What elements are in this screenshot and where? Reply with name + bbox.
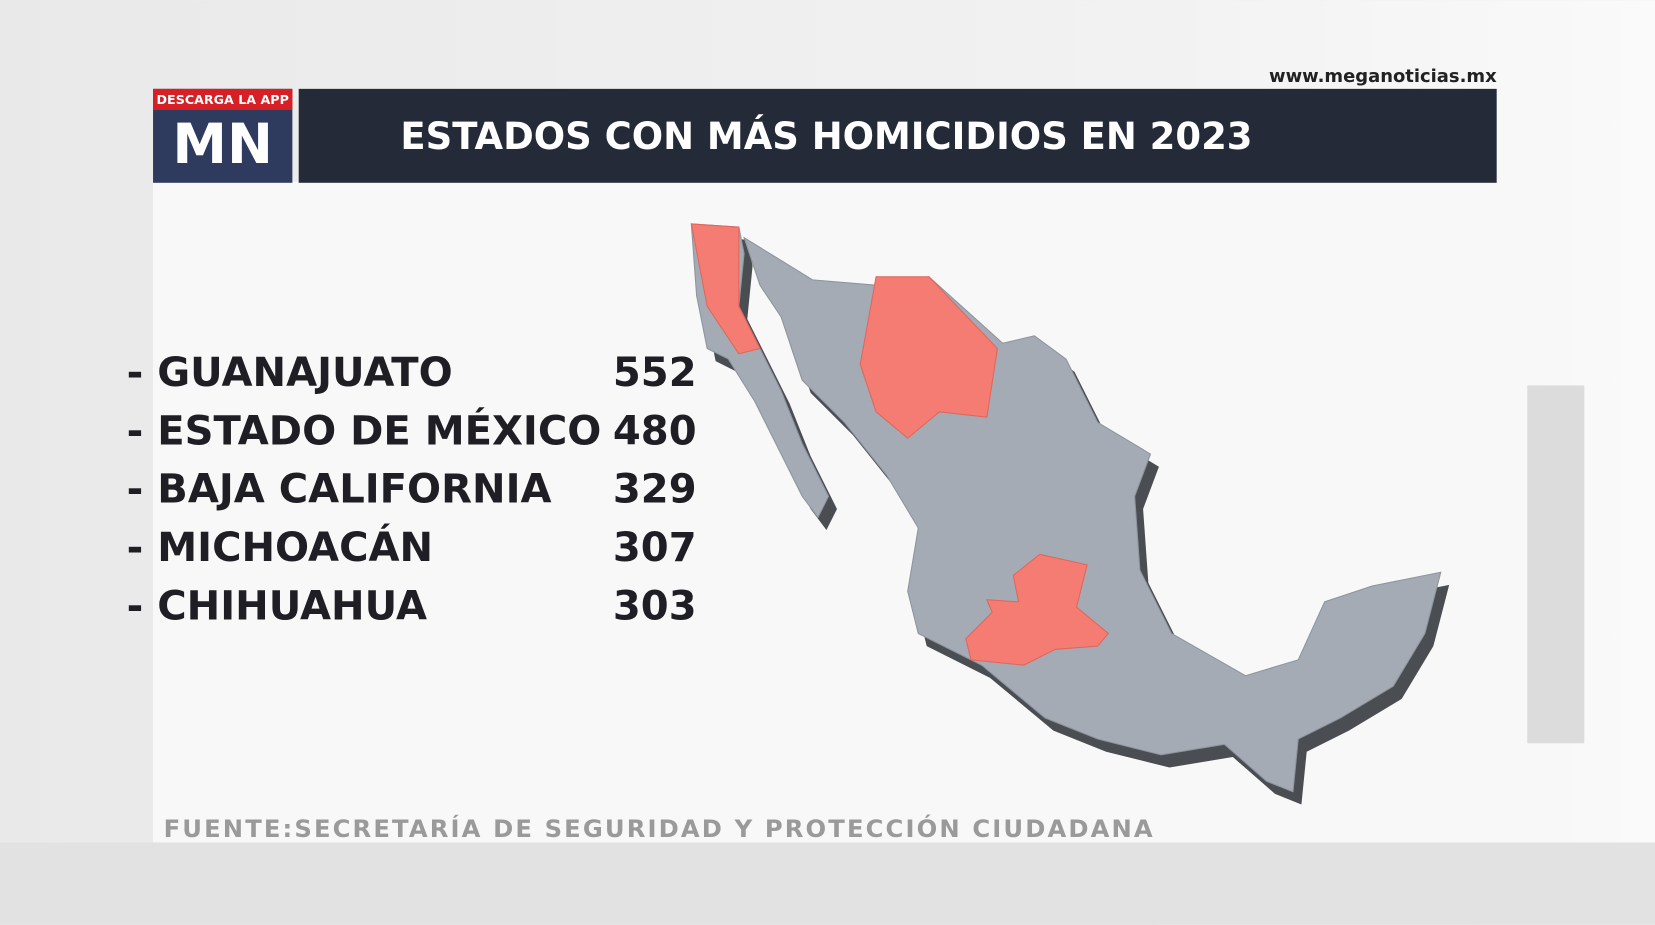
row-label: - BAJA CALIFORNIA	[127, 467, 552, 513]
row-value: 480	[613, 408, 697, 454]
row-value: 303	[613, 583, 697, 629]
badge	[153, 88, 293, 110]
row-label: - ESTADO DE MÉXICO	[127, 406, 602, 454]
side-panel	[1527, 385, 1585, 744]
source: FUENTE:SECRETARÍA DE SEGURIDAD Y PROTECC…	[164, 813, 1155, 843]
map	[690, 223, 1450, 805]
title: ESTADOS CON MÁS HOMICIDIOS EN 2023	[400, 114, 1252, 158]
row-label: - GUANAJUATO	[127, 350, 453, 396]
row-label: - CHIHUAHUA	[127, 583, 427, 629]
row-value: 307	[613, 525, 697, 571]
badge-text: DESCARGA LA APP	[157, 92, 289, 107]
title-bar	[298, 88, 1497, 183]
ranking-list: - GUANAJUATO 552- ESTADO DE MÉXICO 480 - BA…	[127, 350, 697, 629]
row-value: 552	[613, 350, 697, 396]
row-label: - MICHOACÁN	[127, 523, 433, 571]
row-value: 329	[613, 467, 697, 513]
url: www.meganoticias.mx	[1269, 66, 1497, 87]
bottom-band	[0, 842, 1655, 925]
logo-text: MN	[172, 112, 273, 176]
